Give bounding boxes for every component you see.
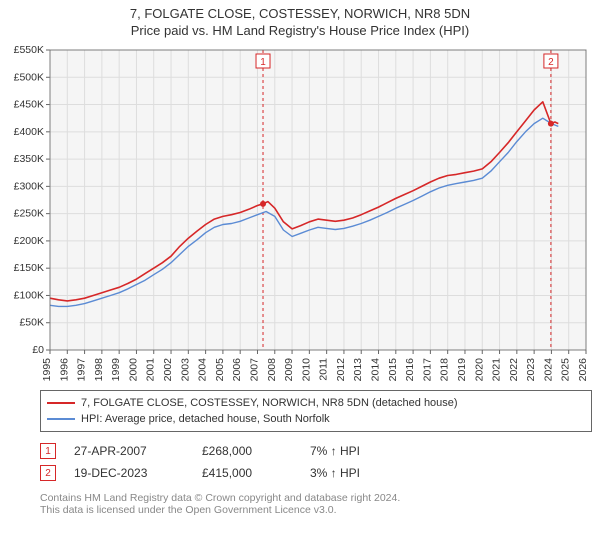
svg-text:2023: 2023 <box>525 358 537 382</box>
svg-text:2: 2 <box>548 57 554 68</box>
svg-text:£150K: £150K <box>14 262 44 274</box>
legend-item: 7, FOLGATE CLOSE, COSTESSEY, NORWICH, NR… <box>47 395 585 411</box>
svg-text:2014: 2014 <box>370 358 382 382</box>
svg-text:1999: 1999 <box>110 358 122 382</box>
legend-label: HPI: Average price, detached house, Sout… <box>81 413 330 425</box>
chart-subtitle: Price paid vs. HM Land Registry's House … <box>0 23 600 38</box>
svg-text:£500K: £500K <box>14 71 44 83</box>
svg-text:2012: 2012 <box>335 358 347 382</box>
sale-marker-box: 2 <box>40 465 56 481</box>
svg-text:2003: 2003 <box>179 358 191 382</box>
chart-svg: £0 £50K £100K £150K £200K £250K £300K £350K £400… <box>8 44 592 384</box>
svg-text:£100K: £100K <box>14 289 44 301</box>
svg-text:2010: 2010 <box>300 358 312 382</box>
svg-text:£350K: £350K <box>14 153 44 165</box>
svg-text:2008: 2008 <box>266 358 278 382</box>
svg-text:2018: 2018 <box>439 358 451 382</box>
svg-text:2001: 2001 <box>145 358 157 382</box>
svg-text:2025: 2025 <box>560 358 572 382</box>
svg-text:£250K: £250K <box>14 208 44 220</box>
svg-text:£50K: £50K <box>19 317 44 329</box>
legend: 7, FOLGATE CLOSE, COSTESSEY, NORWICH, NR… <box>40 390 592 432</box>
sale-records: 1 27-APR-2007 £268,000 7% ↑ HPI 2 19-DEC-2023… <box>40 440 592 484</box>
svg-text:2011: 2011 <box>318 358 330 381</box>
svg-text:1: 1 <box>260 57 266 68</box>
svg-text:1996: 1996 <box>58 358 70 382</box>
svg-text:£0: £0 <box>32 344 44 356</box>
svg-text:2006: 2006 <box>231 358 243 382</box>
sale-pct: 3% ↑ HPI <box>310 466 400 480</box>
chart-container: { "title": "7, FOLGATE CLOSE, COSTESSEY,… <box>0 0 600 560</box>
svg-text:1998: 1998 <box>93 358 105 382</box>
svg-text:1997: 1997 <box>76 358 88 382</box>
footer-attribution: Contains HM Land Registry data © Crown c… <box>40 492 592 516</box>
legend-label: 7, FOLGATE CLOSE, COSTESSEY, NORWICH, NR… <box>81 397 458 409</box>
svg-text:2021: 2021 <box>491 358 503 382</box>
chart-title: 7, FOLGATE CLOSE, COSTESSEY, NORWICH, NR… <box>0 6 600 21</box>
sale-price: £268,000 <box>202 444 292 458</box>
svg-text:2007: 2007 <box>248 358 260 382</box>
chart-titles: 7, FOLGATE CLOSE, COSTESSEY, NORWICH, NR… <box>0 0 600 40</box>
legend-item: HPI: Average price, detached house, Sout… <box>47 411 585 427</box>
svg-text:2020: 2020 <box>473 358 485 382</box>
svg-text:2015: 2015 <box>387 358 399 382</box>
svg-text:2022: 2022 <box>508 358 520 382</box>
legend-swatch <box>47 418 75 420</box>
svg-text:1995: 1995 <box>41 358 53 382</box>
svg-text:2026: 2026 <box>577 358 589 382</box>
svg-text:2017: 2017 <box>421 358 433 382</box>
sale-marker-box: 1 <box>40 443 56 459</box>
svg-text:2000: 2000 <box>127 358 139 382</box>
chart-plot: £0 £50K £100K £150K £200K £250K £300K £350K £400… <box>8 44 592 384</box>
footer-line-2: This data is licensed under the Open Gov… <box>40 504 592 516</box>
svg-text:£200K: £200K <box>14 235 44 247</box>
svg-text:£400K: £400K <box>14 126 44 138</box>
sale-row: 1 27-APR-2007 £268,000 7% ↑ HPI <box>40 440 592 462</box>
footer-line-1: Contains HM Land Registry data © Crown c… <box>40 492 592 504</box>
svg-text:2016: 2016 <box>404 358 416 382</box>
sale-row: 2 19-DEC-2023 £415,000 3% ↑ HPI <box>40 462 592 484</box>
svg-text:2005: 2005 <box>214 358 226 382</box>
svg-text:2004: 2004 <box>197 358 209 382</box>
sale-price: £415,000 <box>202 466 292 480</box>
legend-swatch <box>47 402 75 404</box>
svg-text:£550K: £550K <box>14 44 44 56</box>
svg-text:2024: 2024 <box>542 358 554 382</box>
svg-text:£450K: £450K <box>14 99 44 111</box>
svg-text:2019: 2019 <box>456 358 468 382</box>
svg-text:£300K: £300K <box>14 180 44 192</box>
sale-date: 19-DEC-2023 <box>74 466 184 480</box>
svg-text:2002: 2002 <box>162 358 174 382</box>
sale-pct: 7% ↑ HPI <box>310 444 400 458</box>
svg-text:2009: 2009 <box>283 358 295 382</box>
sale-date: 27-APR-2007 <box>74 444 184 458</box>
svg-text:2013: 2013 <box>352 358 364 382</box>
